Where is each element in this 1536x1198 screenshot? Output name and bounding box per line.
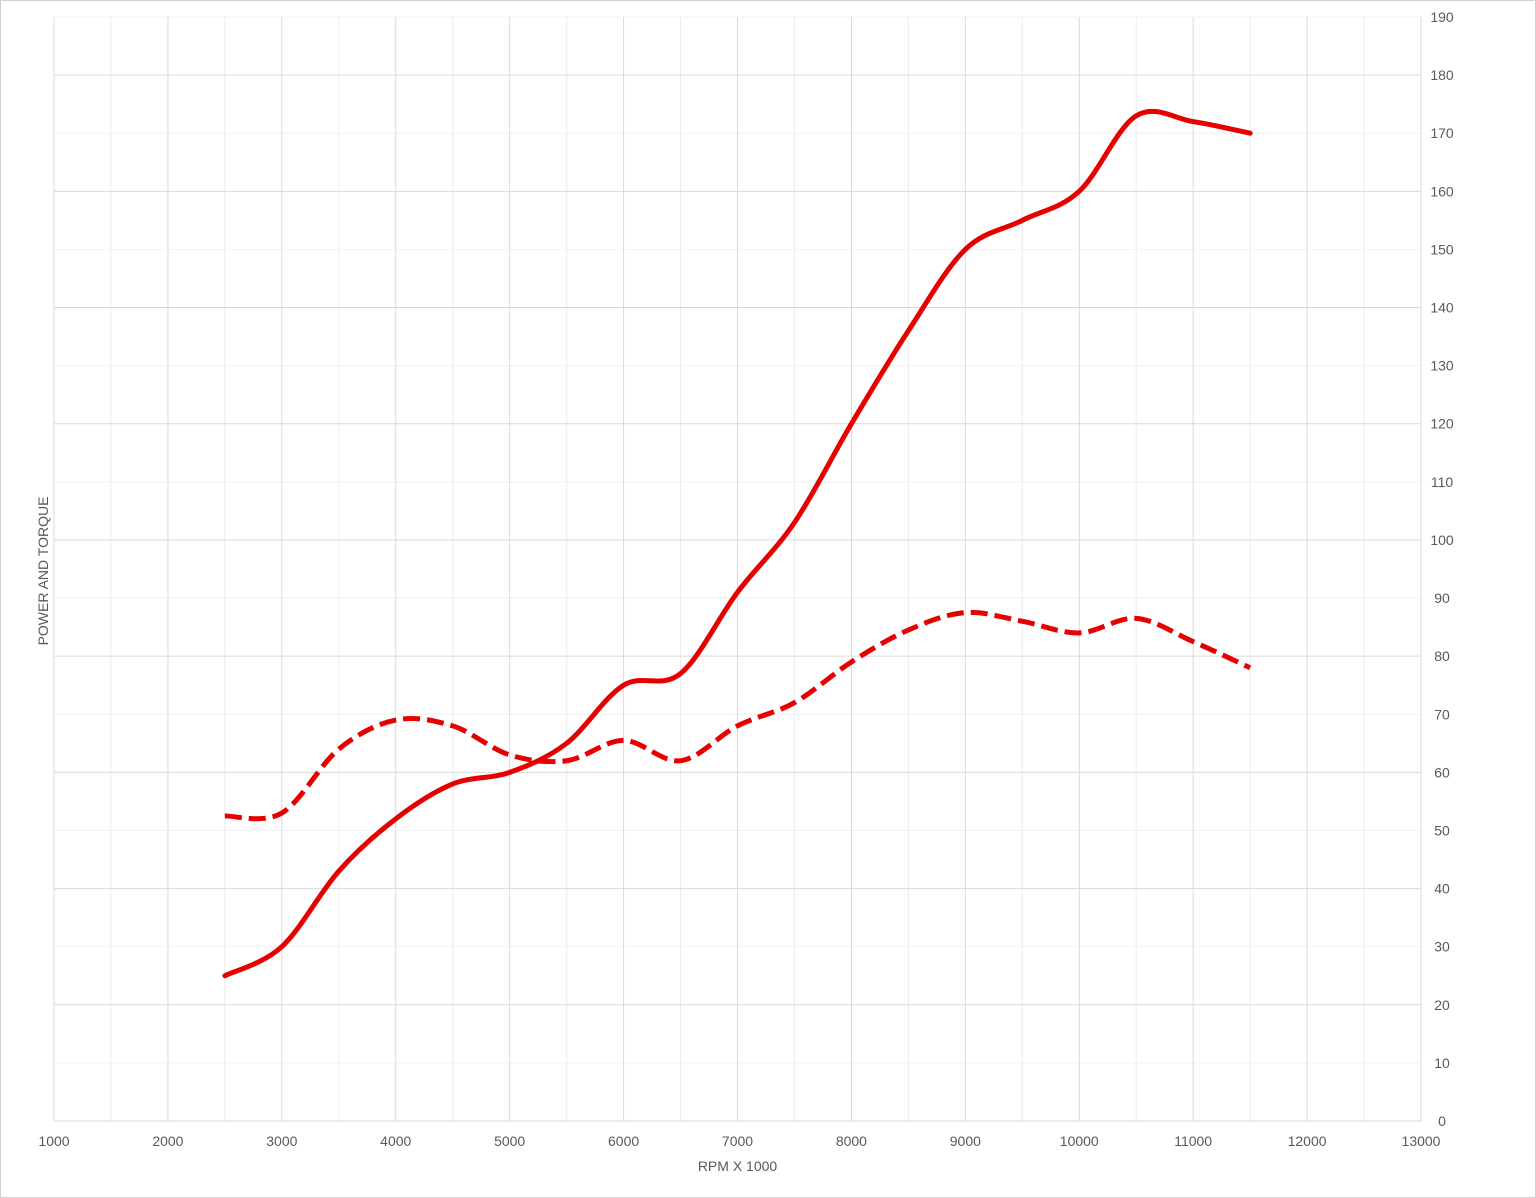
y-tick-label: 60 [1434, 764, 1450, 780]
y-tick-label: 190 [1430, 9, 1454, 25]
y-tick-label: 120 [1430, 416, 1454, 432]
x-tick-label: 3000 [266, 1133, 297, 1149]
y-axis-title: POWER AND TORQUE [35, 497, 51, 646]
y-tick-label: 30 [1434, 939, 1450, 955]
x-tick-label: 1000 [38, 1133, 69, 1149]
dashed-series-line [224, 609, 1252, 822]
y-tick-label: 130 [1430, 358, 1454, 374]
y-axis-ticks: 0 10 20 30 40 50 60 70 80 90 100 110 120 130 140 150 160… [1430, 9, 1454, 1129]
y-tick-label: 170 [1430, 125, 1454, 141]
x-tick-label: 10000 [1060, 1133, 1099, 1149]
y-tick-label: 180 [1430, 67, 1454, 83]
x-tick-label: 8000 [836, 1133, 867, 1149]
y-tick-label: 0 [1438, 1113, 1446, 1129]
x-tick-label: 13000 [1402, 1133, 1441, 1149]
x-tick-label: 9000 [950, 1133, 981, 1149]
x-tick-label: 7000 [722, 1133, 753, 1149]
x-tick-label: 11000 [1174, 1133, 1212, 1149]
y-tick-label: 40 [1434, 881, 1450, 897]
x-tick-label: 12000 [1288, 1133, 1327, 1149]
y-tick-label: 160 [1430, 183, 1454, 199]
y-tick-label: 10 [1434, 1055, 1450, 1071]
y-tick-label: 90 [1434, 590, 1450, 606]
solid-series-line [222, 108, 1253, 979]
y-tick-label: 100 [1430, 532, 1454, 548]
y-tick-label: 140 [1430, 300, 1454, 316]
x-tick-label: 5000 [494, 1133, 525, 1149]
y-tick-label: 150 [1430, 241, 1454, 257]
x-tick-label: 6000 [608, 1133, 639, 1149]
y-tick-label: 20 [1434, 997, 1450, 1013]
y-tick-label: 50 [1434, 822, 1450, 838]
x-tick-label: 2000 [152, 1133, 183, 1149]
x-axis-ticks: 1000 2000 3000 4000 5000 6000 7000 8000 9000 1000… [38, 1133, 1440, 1149]
y-tick-label: 110 [1431, 474, 1454, 490]
x-axis-title: RPM X 1000 [698, 1158, 778, 1174]
y-tick-label: 70 [1434, 706, 1450, 722]
x-tick-label: 4000 [380, 1133, 411, 1149]
y-tick-label: 80 [1434, 648, 1450, 664]
major-gridlines [53, 17, 1422, 1122]
series-layer [222, 108, 1253, 979]
